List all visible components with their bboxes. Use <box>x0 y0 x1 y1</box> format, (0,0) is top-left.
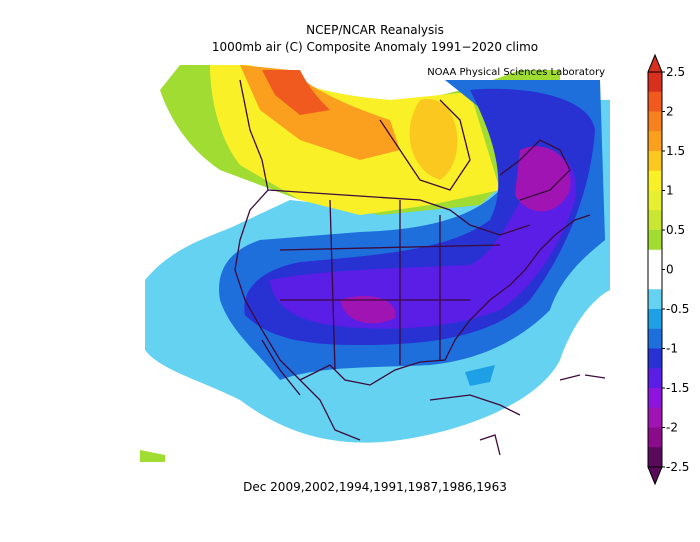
colorbar-tick-label: 1 <box>666 184 674 198</box>
colorbar-tick-label: -2 <box>666 421 678 435</box>
colorbar-segment <box>648 309 662 330</box>
colorbar-segment <box>648 210 662 231</box>
colorbar-segment <box>648 289 662 310</box>
colorbar-segment <box>648 151 662 172</box>
colorbar-arrow <box>647 466 663 486</box>
colorbar-segment <box>648 230 662 251</box>
colorbar-segment <box>648 190 662 211</box>
colorbar-tick-label: 0 <box>666 263 674 277</box>
colorbar-tick-label: -0.5 <box>666 302 689 316</box>
colorbar-tick-label: -1 <box>666 342 678 356</box>
colorbar-segment <box>648 447 662 468</box>
colorbar-segment <box>648 269 662 290</box>
credit: NOAA Physical Sciences Laboratory <box>427 67 605 78</box>
colorbar-tick-label: -2.5 <box>666 460 689 474</box>
colorbar-tick-label: 0.5 <box>666 223 685 237</box>
footer: Dec 2009,2002,1994,1991,1987,1986,1963 <box>243 480 507 494</box>
colorbar-segment <box>648 407 662 428</box>
colorbar-segment <box>648 111 662 132</box>
colorbar-tick-label: 1.5 <box>666 144 685 158</box>
colorbar: 2.5 2 1.5 1 0.5 0 -0.5 -1 -1.5 -2 -2.5 <box>647 53 689 486</box>
subtitle: 1000mb air (C) Composite Anomaly 1991−20… <box>212 40 538 54</box>
colorbar-segment <box>648 131 662 152</box>
colorbar-segment <box>648 170 662 191</box>
colorbar-arrow <box>647 53 663 73</box>
colorbar-segment <box>648 427 662 448</box>
colorbar-segment <box>648 72 662 93</box>
colorbar-segment <box>648 249 662 270</box>
colorbar-segment <box>648 91 662 112</box>
title: NCEP/NCAR Reanalysis <box>306 23 444 37</box>
colorbar-segment <box>648 388 662 409</box>
colorbar-tick-label: -1.5 <box>666 381 689 395</box>
colorbar-segment <box>648 368 662 389</box>
colorbar-tick-label: 2.5 <box>666 65 685 79</box>
colorbar-segment <box>648 328 662 349</box>
colorbar-segment <box>648 348 662 369</box>
colorbar-tick-label: 2 <box>666 105 674 119</box>
map: NOAA Physical Sciences Laboratory <box>140 65 610 462</box>
